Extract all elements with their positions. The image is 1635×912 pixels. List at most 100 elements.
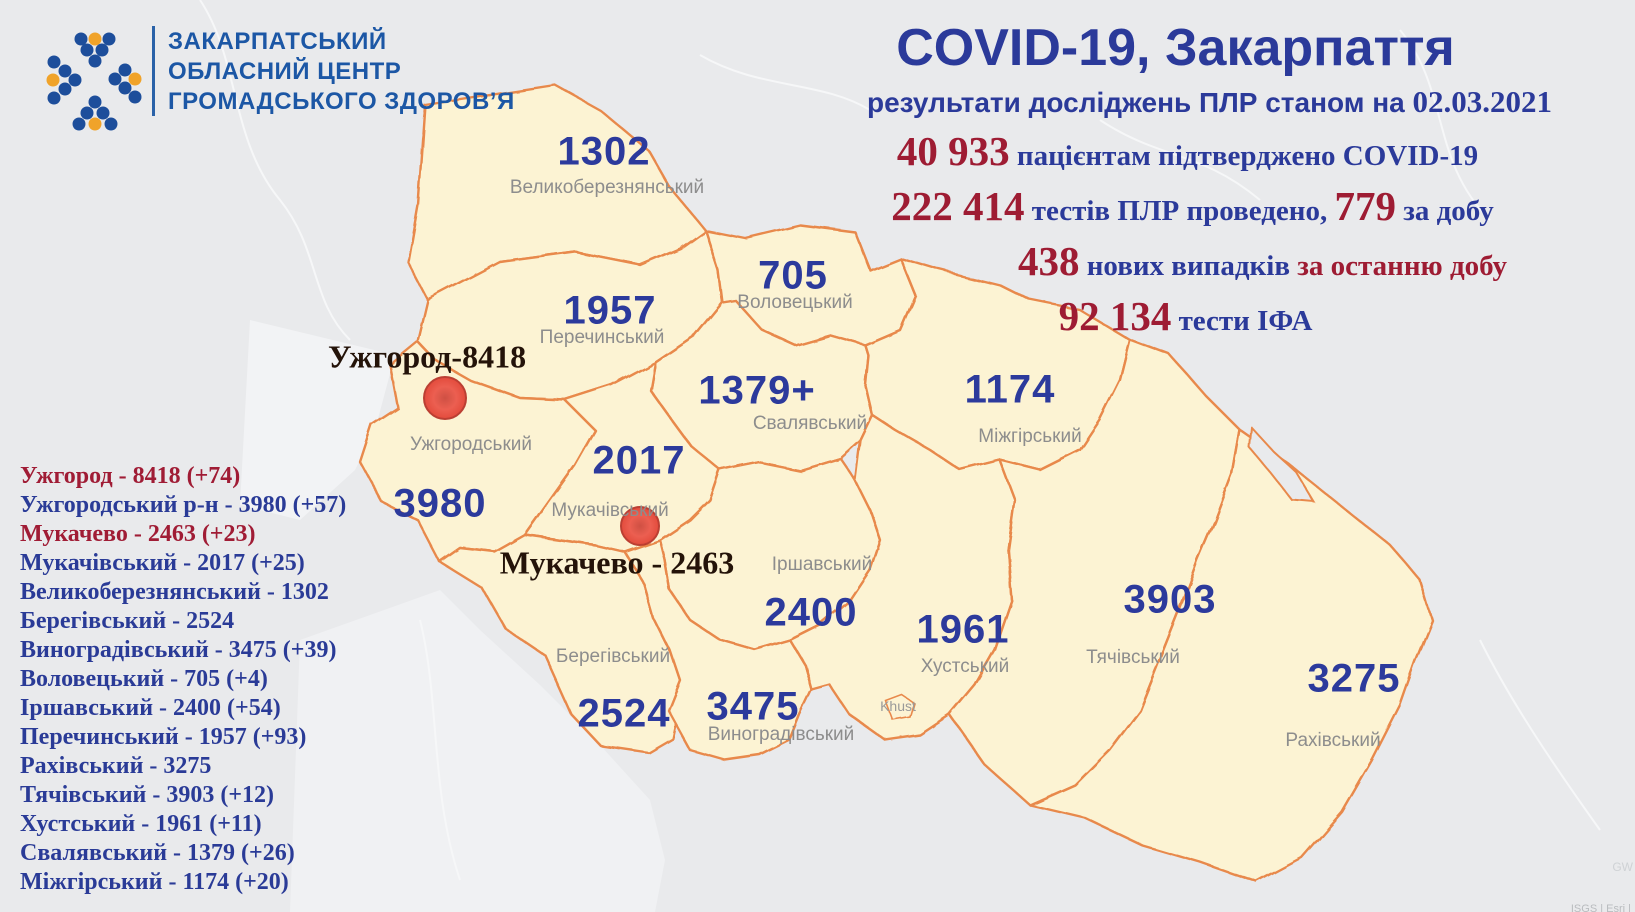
district-name-label: Іршавський xyxy=(771,554,873,575)
district-name-label: Ужгородський xyxy=(410,434,532,455)
page-subtitle: результати досліджень ПЛР станом на 02.0… xyxy=(822,84,1597,120)
list-item: Тячівський - 3903 (+12) xyxy=(20,782,275,808)
list-item: Мукачево - 2463 (+23) xyxy=(20,521,256,547)
stat-segment: 779 xyxy=(1334,183,1396,229)
district-case-count: 1957 xyxy=(563,288,657,333)
valley-notch xyxy=(1248,425,1316,504)
district-name-label: Перечинський xyxy=(539,327,665,348)
district-name-label: Рахівський xyxy=(1285,730,1381,751)
district-case-count: 1379+ xyxy=(698,368,816,413)
list-item: Перечинський - 1957 (+93) xyxy=(20,724,307,750)
district-case-count: 2524 xyxy=(577,691,671,736)
city-markers xyxy=(423,376,660,546)
list-item: Великоберезнянський - 1302 xyxy=(20,579,329,605)
list-item: Берегівський - 2524 xyxy=(20,608,235,634)
logo-dot xyxy=(96,106,110,120)
district-name-label: Міжгірський xyxy=(978,426,1082,447)
stat-line: 438 нових випадків за останню добу xyxy=(875,234,1635,289)
stat-segment: пацієнтам підтверджено COVID-19 xyxy=(1009,140,1479,172)
corner-note: GW xyxy=(1612,860,1633,874)
map-attribution: ISGS | Esri | xyxy=(1570,903,1631,912)
logo-dot xyxy=(95,43,109,57)
district-name-label: Тячівський xyxy=(1086,647,1180,668)
district-case-count: 3980 xyxy=(393,481,487,526)
stat-segment: 92 134 xyxy=(1058,293,1172,339)
list-item: Ужгород - 8418 (+74) xyxy=(20,463,241,489)
logo-dot xyxy=(47,91,61,105)
logo-dot xyxy=(47,55,61,69)
logo-dot xyxy=(128,72,142,86)
stat-segment: тестів ПЛР проведено, xyxy=(1024,195,1335,227)
district-name-label: Свалявський xyxy=(752,413,868,434)
district-case-count: 1961 xyxy=(916,607,1010,652)
district-case-count: 2017 xyxy=(592,438,686,483)
district-case-count: 1302 xyxy=(557,129,651,174)
logo-dot xyxy=(46,73,60,87)
city-marker-mukachevo xyxy=(620,506,660,546)
logo-dot xyxy=(58,64,72,78)
stat-line: 40 933 пацієнтам підтверджено COVID-19 xyxy=(800,124,1575,179)
city-case-label: Ужгород-8418 xyxy=(327,338,527,375)
stats-lines: 40 933 пацієнтам підтверджено COVID-19 22… xyxy=(840,124,1615,344)
district-stats-list: Ужгород - 8418 (+74) Ужгородський р-н - 3… xyxy=(20,462,390,897)
list-item: Хустський - 1961 (+11) xyxy=(20,811,262,837)
stat-segment: за останню добу xyxy=(1297,250,1508,282)
logo-dot xyxy=(74,32,88,46)
org-name-line: ОБЛАСНИЙ ЦЕНТР xyxy=(168,58,402,85)
list-item: Рахівський - 3275 xyxy=(20,753,212,779)
logo-dot xyxy=(68,73,82,87)
city-case-label: Мукачево - 2463 xyxy=(499,544,735,581)
logo-dot xyxy=(58,82,72,96)
page-title: COVID-19, Закарпаття xyxy=(896,19,1455,77)
district-name-label: Виноградівський xyxy=(707,724,855,745)
org-name: ЗАКАРПАТСЬКИЙ ОБЛАСНИЙ ЦЕНТР ГРОМАДСЬКОГО … xyxy=(168,27,515,117)
stat-segment: за добу xyxy=(1395,195,1494,227)
district-rakhivskyi xyxy=(1028,428,1434,884)
khust-city-label: Khust xyxy=(880,698,916,714)
logo-dot xyxy=(104,117,118,131)
list-item: Іршавський - 2400 (+54) xyxy=(20,695,281,721)
stat-line: 222 414 тестів ПЛР проведено, 779 за доб… xyxy=(805,179,1580,234)
district-case-count: 705 xyxy=(758,253,828,298)
logo-divider xyxy=(152,26,155,116)
stat-segment: тести ІФА xyxy=(1171,305,1313,337)
logo-dot xyxy=(88,95,102,109)
stat-segment: 40 933 xyxy=(896,128,1010,174)
logo-dot xyxy=(88,54,102,68)
logo-dot xyxy=(72,117,86,131)
district-case-count: 3475 xyxy=(706,684,800,729)
logo-dot xyxy=(108,72,122,86)
org-logo xyxy=(25,12,145,131)
stat-line: 92 134 тести ІФА xyxy=(798,289,1573,344)
city-marker-uzhhorod xyxy=(423,376,467,420)
title-block: COVID-19, Закарпаття результати дослідже… xyxy=(840,18,1615,120)
list-item: Виноградівський - 3475 (+39) xyxy=(20,637,337,663)
district-name-label: Хустський xyxy=(920,656,1010,677)
list-item: Міжгірський - 1174 (+20) xyxy=(20,869,289,895)
logo-dot xyxy=(102,32,116,46)
district-vynohradivskyi xyxy=(623,538,814,762)
background-decor xyxy=(199,0,1601,912)
stat-segment: 438 xyxy=(1017,238,1080,284)
org-name-line: ГРОМАДСЬКОГО ЗДОРОВ’Я xyxy=(168,88,515,115)
report-date: 02.03.2021 xyxy=(1412,84,1553,119)
district-case-count: 1174 xyxy=(964,367,1056,412)
list-item: Свалявський - 1379 (+26) xyxy=(20,840,295,866)
district-name-label: Мукачівський xyxy=(551,500,669,521)
district-case-count: 3275 xyxy=(1307,656,1401,701)
logo-dot xyxy=(128,90,142,104)
district-case-count: 2400 xyxy=(764,590,858,635)
subtitle-text: результати досліджень ПЛР станом на xyxy=(867,87,1405,118)
district-name-label: Воловецький xyxy=(737,292,853,313)
org-name-line: ЗАКАРПАТСЬКИЙ xyxy=(168,28,387,55)
logo-dot xyxy=(118,63,132,77)
stat-segment: 222 414 xyxy=(891,183,1025,229)
logo-dot xyxy=(80,106,94,120)
list-item: Ужгородський р-н - 3980 (+57) xyxy=(20,492,347,518)
logo-dot xyxy=(88,32,102,46)
district-case-count: 3903 xyxy=(1123,577,1217,622)
khust-city-enclave xyxy=(883,693,914,720)
list-item: Мукачівський - 2017 (+25) xyxy=(20,550,305,576)
